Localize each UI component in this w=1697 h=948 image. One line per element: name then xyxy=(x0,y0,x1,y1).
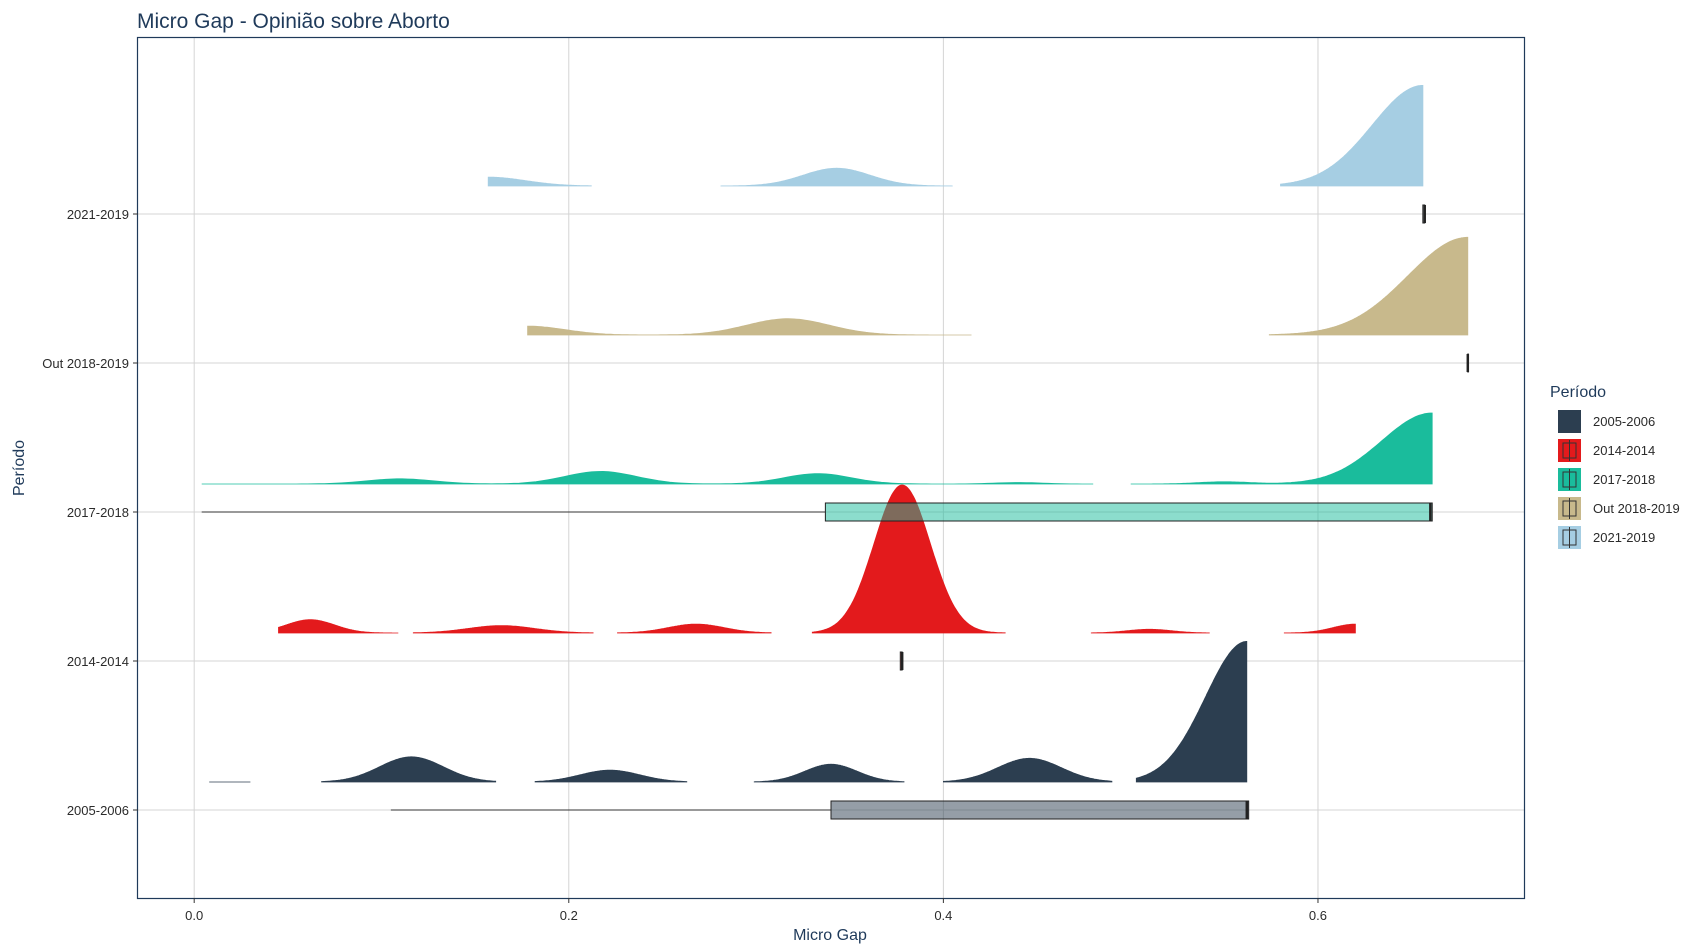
chart-title: Micro Gap - Opinião sobre Aborto xyxy=(137,10,450,33)
legend: Período 2005-2006 2014-2014 2017-2018 Out 2… xyxy=(1550,384,1680,549)
box xyxy=(830,800,1250,820)
legend-entry: Out 2018-2019 xyxy=(1558,497,1680,520)
density-2014-2014 xyxy=(1283,623,1356,634)
density-2005-2006 xyxy=(943,757,1113,783)
y-tick-label: Out 2018-2019 xyxy=(42,356,129,371)
legend-entry: 2017-2018 xyxy=(1558,468,1655,491)
density-2021-2019 xyxy=(1280,85,1424,187)
density-2017-2018 xyxy=(201,470,1094,485)
y-tick-label: 2021-2019 xyxy=(67,207,129,222)
boxplot-layer xyxy=(201,204,1470,820)
density-2014-2014 xyxy=(617,623,772,634)
density-2014-2014 xyxy=(811,484,1006,634)
y-tick-label: 2017-2018 xyxy=(67,505,129,520)
panel-border xyxy=(136,36,1526,900)
x-axis-title: Micro Gap xyxy=(793,927,867,944)
legend-label: 2021-2019 xyxy=(1593,530,1655,545)
legend-label: 2017-2018 xyxy=(1593,472,1655,487)
legend-swatch xyxy=(1558,410,1581,433)
boxplot-2005-2006 xyxy=(390,800,1250,820)
density-2017-2018 xyxy=(1130,412,1433,485)
legend-title: Período xyxy=(1550,384,1606,401)
x-tick-label: 0.2 xyxy=(560,908,578,923)
density-2014-2014 xyxy=(412,625,594,634)
density-2005-2006 xyxy=(534,769,688,783)
x-tick-label: 0.4 xyxy=(934,908,952,923)
density-layer xyxy=(201,85,1469,783)
density-out-2018-2019 xyxy=(527,318,972,336)
density-2005-2006 xyxy=(321,756,497,783)
legend-label: 2014-2014 xyxy=(1593,443,1655,458)
density-2014-2014 xyxy=(278,619,399,634)
y-tick-label: 2014-2014 xyxy=(67,654,129,669)
boxplot-2017-2018 xyxy=(201,502,1433,522)
legend-label: Out 2018-2019 xyxy=(1593,501,1680,516)
y-tick-label: 2005-2006 xyxy=(67,803,129,818)
legend-entry: 2021-2019 xyxy=(1558,526,1655,549)
density-out-2018-2019 xyxy=(1268,236,1469,336)
x-tick-label: 0.6 xyxy=(1309,908,1327,923)
density-2014-2014 xyxy=(1090,628,1210,634)
legend-entry: 2005-2006 xyxy=(1558,410,1655,433)
box xyxy=(824,502,1433,522)
x-axis-ticks: 0.0 0.2 0.4 0.6 xyxy=(185,898,1327,923)
boxplot-out-2018-2019 xyxy=(1466,353,1470,373)
density-2005-2006 xyxy=(1135,641,1248,783)
y-axis-ticks: 2005-2006 2014-2014 2017-2018 Out 2018-2019… xyxy=(42,207,138,818)
density-2005-2006 xyxy=(753,763,905,783)
density-2021-2019 xyxy=(487,176,592,187)
density-2021-2019 xyxy=(720,167,953,187)
legend-label: 2005-2006 xyxy=(1593,414,1655,429)
x-tick-label: 0.0 xyxy=(185,908,203,923)
legend-entry: 2014-2014 xyxy=(1558,439,1655,462)
boxplot-2014-2014 xyxy=(899,651,904,671)
y-axis-title: Período xyxy=(11,440,28,496)
boxplot-2021-2019 xyxy=(1422,204,1426,224)
